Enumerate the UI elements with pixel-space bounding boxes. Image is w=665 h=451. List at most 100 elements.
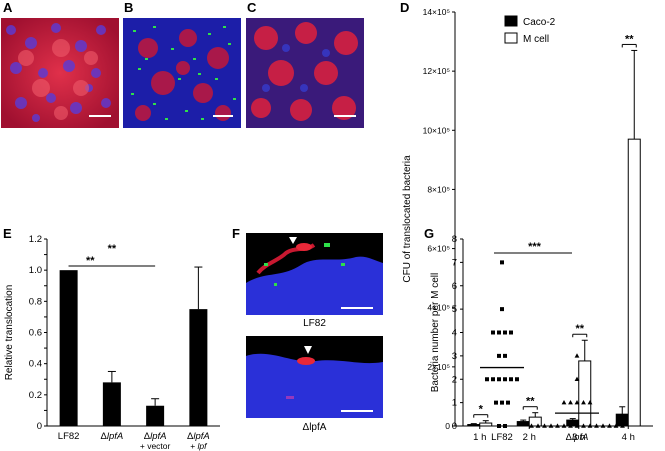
y-tick-label: 12×10⁵ (423, 66, 450, 76)
y-tick-label: 4×10⁵ (427, 303, 450, 313)
micrograph-c (246, 18, 364, 128)
panel-letter-f: F (232, 226, 240, 241)
y-axis-label: CFU of translocated bacteria (402, 155, 413, 283)
y-axis-label: Bacteria number per M cell (430, 273, 441, 393)
x-tick-label: LF82 (491, 432, 513, 443)
y-tick-label: 0.6 (29, 328, 42, 339)
data-point (503, 424, 507, 428)
data-point (548, 423, 554, 428)
data-point (497, 424, 501, 428)
y-tick-label: 0 (452, 421, 457, 432)
y-tick-label: 7 (452, 257, 457, 268)
data-point (497, 377, 501, 382)
micrograph-f-lpfa-image (246, 336, 383, 418)
legend-label: M cell (523, 34, 549, 45)
bar (189, 309, 208, 426)
bar (627, 138, 641, 427)
x-tick-label: ΔlpfA (144, 431, 167, 442)
data-point (620, 423, 625, 428)
legend-swatch (504, 32, 518, 44)
y-tick-label: 0 (445, 421, 450, 431)
panel-letter-e: E (3, 226, 12, 241)
panel-letter-a: A (3, 0, 13, 15)
data-point (555, 423, 560, 428)
arrowhead-marker (304, 346, 312, 354)
panel-letter-d: D (400, 0, 410, 15)
data-point (500, 260, 504, 265)
caption-f-lpfa: ΔlpfA (246, 422, 383, 433)
y-tick-label: 2 (452, 374, 457, 385)
data-point (485, 377, 489, 382)
y-tick-label: 1.2 (29, 234, 42, 245)
significance-label: *** (528, 241, 542, 253)
x-tick-label: LF82 (58, 431, 80, 442)
x-tick-label: 4 h (622, 432, 635, 443)
significance-label: ** (86, 255, 95, 267)
data-point (613, 423, 619, 428)
legend-swatch (504, 15, 518, 27)
data-point (568, 400, 573, 405)
micrograph-f-lf82-image (246, 233, 383, 315)
data-point (503, 330, 507, 335)
bar (146, 405, 165, 426)
data-point (503, 353, 507, 358)
data-point (568, 423, 573, 428)
data-point (497, 330, 501, 335)
data-point (529, 423, 534, 428)
x-tick-label: 1 h (473, 432, 486, 443)
significance-label: ** (625, 33, 634, 45)
data-point (491, 330, 495, 335)
micrograph-c-image (246, 18, 364, 128)
y-tick-label: 6 (452, 281, 457, 292)
data-point (574, 400, 580, 405)
bar (578, 360, 592, 427)
y-tick-label: 14×10⁵ (423, 7, 450, 17)
data-point (509, 377, 513, 382)
data-point (535, 423, 541, 428)
micrograph-f-lf82 (246, 233, 383, 315)
micrograph-b-image (123, 18, 241, 128)
data-point (574, 423, 580, 428)
data-point (581, 400, 586, 405)
chart-e: 0 0.2 0.4 0.6 0.8 1.0 1.2 Relative translocatio… (4, 234, 220, 451)
data-point (542, 423, 547, 428)
y-tick-label: 4 (452, 328, 457, 339)
y-tick-label: 2×10⁵ (427, 362, 450, 372)
bar (102, 382, 121, 426)
data-point (497, 353, 501, 358)
micrograph-a-image (1, 18, 119, 128)
significance-label: ** (575, 323, 584, 335)
data-point (500, 400, 504, 405)
y-tick-label: 6×10⁵ (427, 244, 450, 254)
scale-bar (341, 410, 373, 412)
data-point (600, 423, 606, 428)
y-tick-label: 5 (452, 304, 457, 315)
x-tick-label: 2 h (523, 432, 536, 443)
micrograph-b (123, 18, 241, 128)
data-point (581, 423, 586, 428)
micrograph-f-lpfa (246, 336, 383, 418)
chart-g: 0 1 2 3 4 5 6 7 8 Bacteria number per M cell LF82 Δ… (430, 234, 625, 443)
data-point (594, 423, 599, 428)
panel-letter-g: G (424, 226, 435, 241)
data-point (503, 377, 507, 382)
x-tick-label: + lpf (190, 441, 208, 451)
data-point (500, 307, 504, 312)
y-tick-label: 10×10⁵ (423, 125, 450, 135)
data-point (561, 400, 567, 405)
data-point (607, 423, 612, 428)
data-point (587, 423, 593, 428)
y-tick-label: 0.8 (29, 296, 42, 307)
y-tick-label: 0 (37, 421, 42, 432)
bar (59, 270, 78, 426)
x-tick-label: ΔlpfA (566, 432, 589, 443)
data-point (494, 400, 498, 405)
y-tick-label: 1 (452, 398, 457, 409)
data-point (515, 377, 519, 382)
significance-label: ** (526, 396, 535, 408)
data-point (491, 377, 495, 382)
y-axis-label: Relative translocation (4, 285, 15, 381)
micrograph-a (1, 18, 119, 128)
arrowhead-marker (289, 237, 297, 244)
